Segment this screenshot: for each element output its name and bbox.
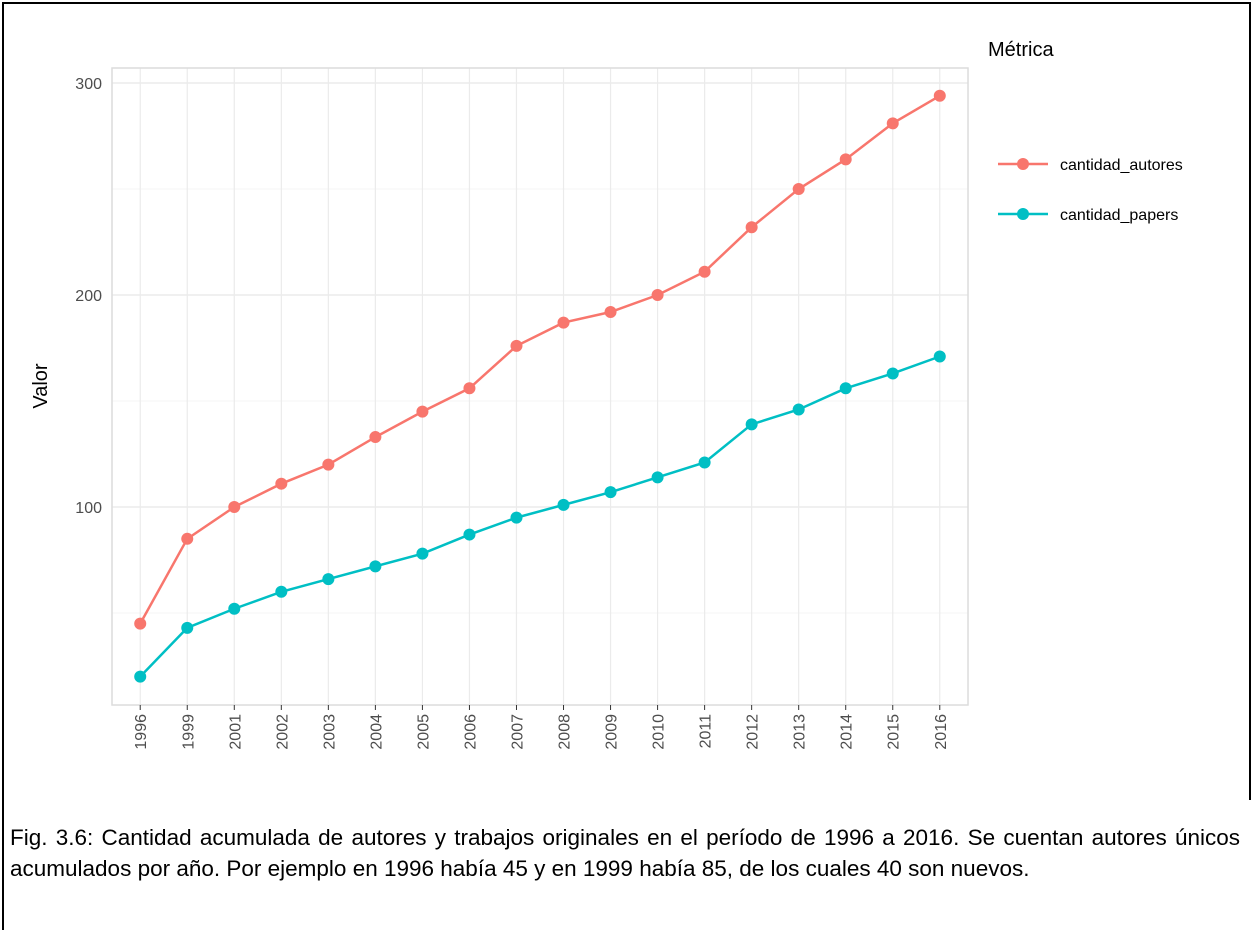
data-point (839, 382, 852, 395)
x-tick-label: 2013 (792, 714, 809, 750)
data-point (745, 221, 758, 234)
x-tick-label: 2008 (557, 714, 574, 750)
y-tick-label: 100 (75, 500, 102, 517)
data-point (792, 403, 805, 416)
data-point (134, 617, 147, 630)
data-point (604, 305, 617, 318)
data-point (933, 89, 946, 102)
x-tick-label: 2006 (462, 714, 479, 750)
caption: Fig. 3.6: Cantidad acumulada de autores … (10, 825, 1240, 881)
x-tick-label: 2003 (321, 714, 338, 750)
x-tick-label: 2009 (604, 714, 621, 750)
x-tick-label: 1996 (133, 714, 150, 750)
data-point (792, 183, 805, 196)
y-tick-label: 200 (75, 288, 102, 305)
data-point (416, 547, 429, 560)
x-tick-label: 2004 (368, 714, 385, 750)
x-tick-label: 2007 (509, 714, 526, 750)
data-point (886, 367, 899, 380)
panel-border (111, 67, 969, 706)
data-point (933, 350, 946, 363)
data-point (275, 477, 288, 490)
data-point (369, 560, 382, 573)
data-point (651, 289, 664, 302)
x-tick-label: 1999 (180, 714, 197, 750)
legend-title: Métrica (988, 39, 1054, 61)
data-point (604, 486, 617, 499)
series-line (139, 355, 941, 678)
data-point (322, 573, 335, 586)
y-axis-label: Valor (30, 363, 52, 409)
data-point (745, 418, 758, 431)
x-tick-label: 2016 (933, 714, 950, 750)
legend-key-point (1017, 208, 1029, 220)
x-tick-label: 2011 (698, 714, 715, 749)
legend-label: cantidad_autores (1060, 157, 1183, 174)
x-tick-label: 2015 (886, 714, 903, 750)
x-tick-label: 2005 (415, 714, 432, 750)
data-point (510, 339, 523, 352)
data-point (134, 670, 147, 683)
x-tick-label: 2012 (745, 714, 762, 750)
data-point (228, 602, 241, 615)
data-point (181, 532, 194, 545)
data-point (463, 382, 476, 395)
data-point (839, 153, 852, 166)
data-point (463, 528, 476, 541)
data-point (181, 621, 194, 634)
data-point (698, 265, 711, 278)
x-tick-label: 2002 (274, 714, 291, 750)
data-point (886, 117, 899, 130)
data-point (369, 431, 382, 444)
y-tick-label: 300 (75, 76, 102, 93)
legend-label: cantidad_papers (1060, 207, 1178, 224)
x-tick-label: 2010 (651, 714, 668, 750)
series-line (139, 94, 941, 625)
data-point (651, 471, 664, 484)
data-point (322, 458, 335, 471)
legend-key-point (1017, 158, 1029, 170)
data-point (275, 585, 288, 598)
x-tick-label: 2014 (839, 714, 856, 750)
data-point (510, 511, 523, 524)
data-point (416, 405, 429, 418)
data-point (557, 316, 570, 329)
data-point (228, 501, 241, 514)
data-point (698, 456, 711, 469)
x-tick-label: 2001 (227, 714, 244, 750)
data-point (557, 498, 570, 511)
